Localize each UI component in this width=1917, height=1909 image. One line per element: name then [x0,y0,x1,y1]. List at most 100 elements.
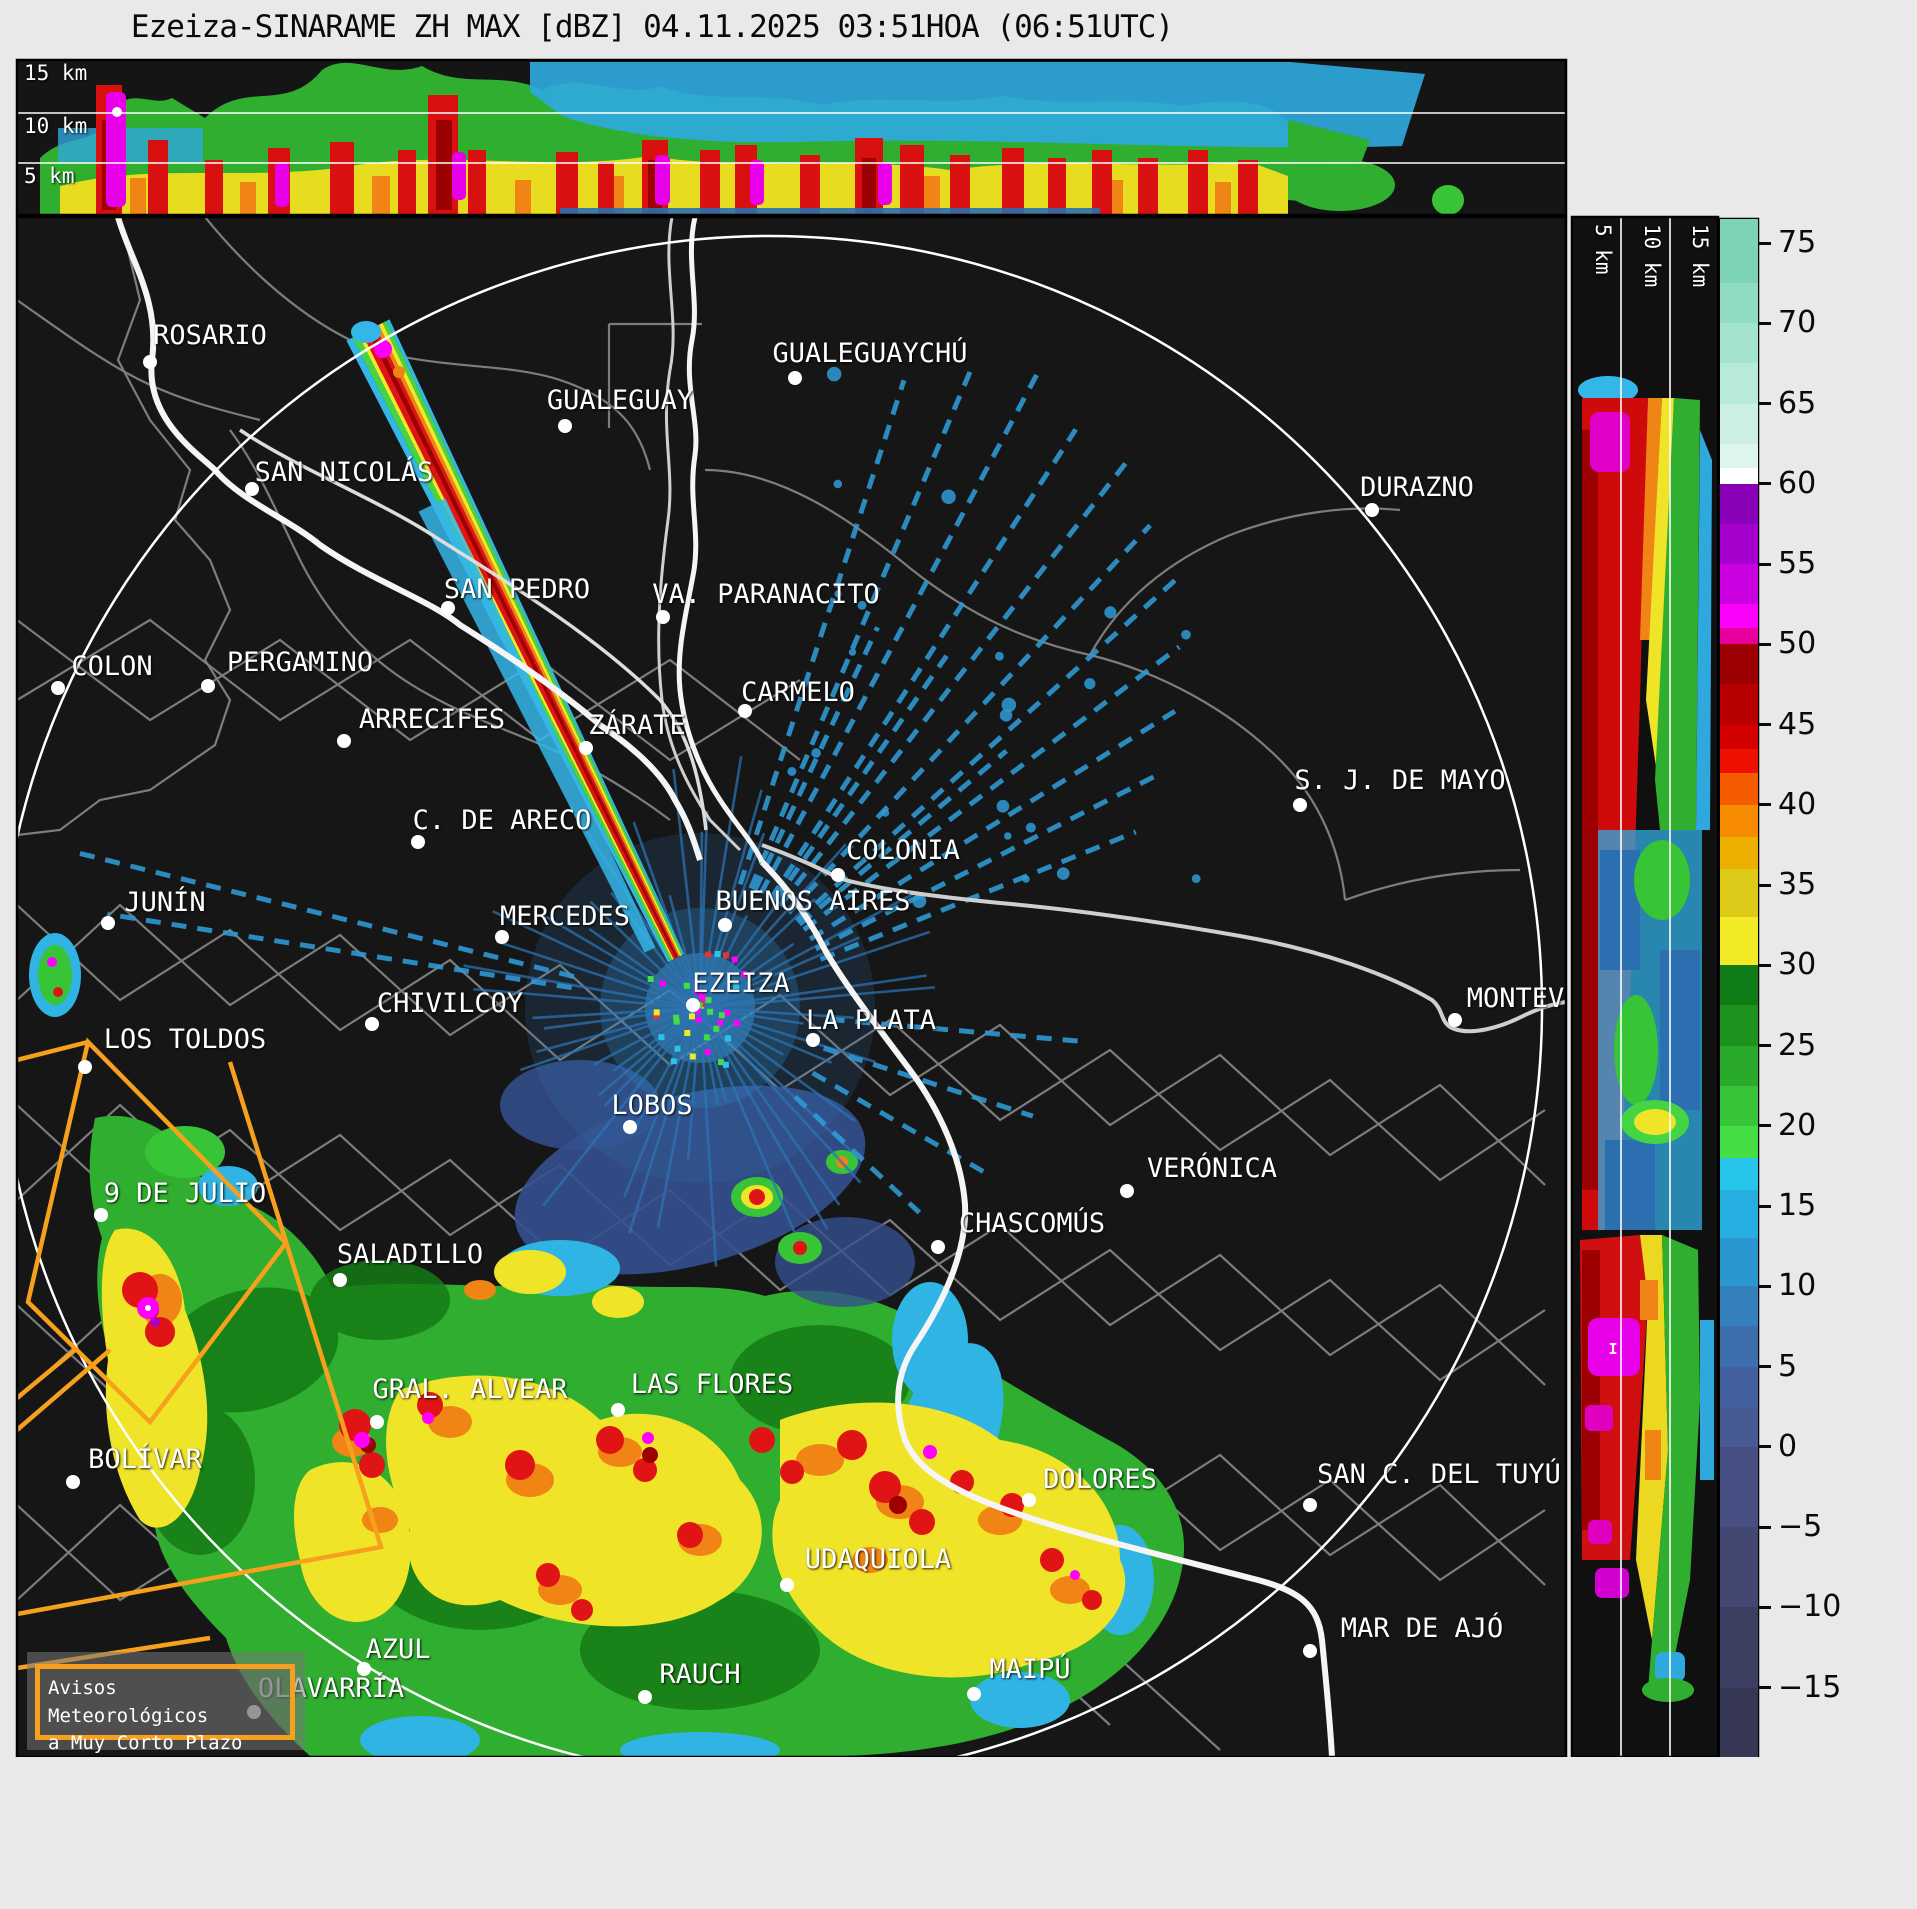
colorbar-band [1720,772,1758,806]
right-panel-5km-label: 5 km [1591,224,1615,275]
city-dot-san-pedro [441,601,455,615]
colorbar-tick [1758,642,1771,646]
colorbar-band [1720,804,1758,838]
city-label-chivilcoy: CHIVILCOY [376,988,524,1020]
city-label-arrecifes: ARRECIFES [358,704,506,736]
colorbar-tick-label: 70 [1778,305,1817,341]
warning-overlay: Avisos Meteorológicos a Muy Corto Plazo [27,1652,305,1754]
city-label-rosario: ROSARIO [153,320,267,352]
city-label-los-toldos: LOS TOLDOS [103,1024,267,1056]
city-dot-san-c-del-tuy- [1303,1498,1317,1512]
colorbar-band [1720,1446,1758,1528]
city-label-montevideo: MONTEVIDEO [1466,983,1566,1015]
city-label-colonia: COLONIA [846,835,960,867]
city-label-pergamino: PERGAMINO [226,647,374,679]
city-label-bol-var: BOLÍVAR [88,1444,202,1476]
warning-line-1: Avisos Meteorológicos [48,1677,209,1727]
city-label-dolores: DOLORES [1043,1464,1157,1496]
city-dot-durazno [1365,503,1379,517]
colorbar-tick [1758,1686,1771,1689]
colorbar-band [1720,1085,1758,1127]
colorbar-tick-label: −5 [1778,1509,1823,1544]
city-label-gualeguaych-: GUALEGUAYCHÚ [772,338,968,370]
colorbar-tick [1758,1124,1771,1128]
city-label-azul: AZUL [365,1634,431,1666]
city-label-san-nicol-s: SAN NICOLÁS [254,457,434,489]
colorbar-tick-label: 75 [1778,225,1817,260]
city-dot-rauch [638,1690,652,1704]
city-label-gualeguay: GUALEGUAY [546,385,694,417]
top-panel-echoes [40,62,1464,215]
city-dot-pergamino [201,679,215,693]
city-dot-mar-de-aj- [1303,1644,1317,1658]
colorbar-band [1720,1005,1758,1047]
colorbar-tick [1758,321,1771,325]
city-label-la-plata: LA PLATA [805,1005,937,1037]
colorbar-band [1720,564,1758,605]
colorbar-band [1720,724,1758,750]
city-dot-ezeiza [686,998,700,1012]
colorbar-tick-label: 60 [1778,465,1817,501]
colorbar-tick [1758,1445,1771,1449]
radar-range-ring [17,234,1544,1757]
interference-spike [346,319,685,962]
city-label-lobos: LOBOS [611,1090,693,1122]
city-label-udaquiola: UDAQUIOLA [804,1544,952,1576]
colorbar-tick [1758,562,1771,566]
city-label-mar-de-aj-: MAR DE AJÓ [1340,1613,1504,1645]
colorbar-band [1720,467,1758,485]
colorbar-band [1720,1238,1758,1288]
colorbar-band [1720,628,1758,646]
colorbar-tick-label: 40 [1778,786,1817,822]
colorbar-band [1720,684,1758,726]
city-dot-arrecifes [337,734,351,748]
colorbar-band [1720,836,1758,870]
colorbar-tick [1758,1605,1771,1609]
colorbar-tick-label: −10 [1778,1589,1842,1625]
city-label-saladillo: SALADILLO [336,1239,484,1271]
city-dot-las-flores [611,1403,625,1417]
city-dot-san-nicol-s [245,482,259,496]
city-label-chascom-s: CHASCOMÚS [958,1208,1106,1240]
city-label-ver-nica: VERÓNICA [1146,1153,1278,1185]
city-label-z-rate: ZÁRATE [588,710,686,742]
city-dot-dolores [1022,1493,1036,1507]
city-label-mercedes: MERCEDES [499,901,631,933]
colorbar-band [1720,917,1758,967]
city-dot-azul [357,1662,371,1676]
city-dot-z-rate [579,741,593,755]
colorbar-tick-label: 65 [1778,385,1817,421]
city-dot-chascom-s [931,1240,945,1254]
colorbar-band [1720,604,1758,629]
city-label-san-c-del-tuy-: SAN C. DEL TUYÚ [1317,1459,1561,1491]
colorbar-band [1720,1366,1758,1408]
top-panel-10km-label: 10 km [24,114,88,138]
colorbar-band [1720,403,1758,445]
city-dot-colonia [831,868,845,882]
colorbar-band [1720,965,1758,1007]
colorbar-band [1720,1286,1758,1328]
city-label-san-pedro: SAN PEDRO [443,574,591,606]
colorbar-tick-label: 55 [1778,546,1817,581]
city-label-carmelo: CARMELO [741,677,855,709]
colorbar-tick [1758,402,1771,405]
colorbar-tick-label: 0 [1778,1428,1798,1464]
colorbar-band [1720,644,1758,686]
colorbar-tick-label: 30 [1778,947,1817,983]
svg-text:I: I [1608,1340,1617,1358]
colorbar-band [1720,1189,1758,1239]
city-dot-buenos-aires [718,918,732,932]
city-dot-jun-n [101,916,115,930]
right-panel-10km-label: 10 km [1640,224,1664,288]
colorbar-tick-label: 10 [1778,1268,1817,1304]
city-label-ezeiza: EZEIZA [692,968,790,1000]
right-panel-echoes: I [1578,376,1714,1702]
colorbar-tick [1758,803,1771,807]
product-title: Ezeiza-SINARAME ZH MAX [dBZ] 04.11.2025 … [130,9,1174,45]
city-label-c-de-areco: C. DE ARECO [412,805,592,837]
colorbar-band [1720,1045,1758,1087]
warning-box-short-term-alerts[interactable]: Avisos Meteorológicos a Muy Corto Plazo [35,1664,295,1754]
colorbar-tick-label: 45 [1778,706,1817,742]
city-dot-ver-nica [1120,1184,1134,1198]
